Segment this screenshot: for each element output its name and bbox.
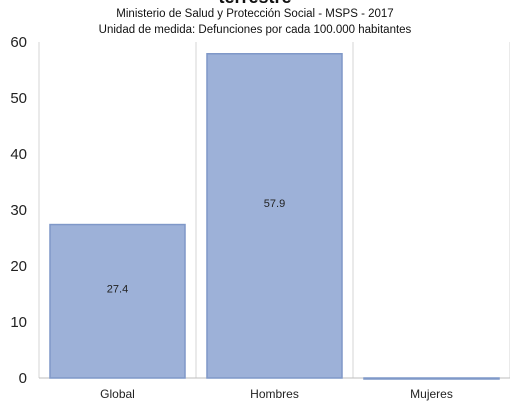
- bar-global: [49, 223, 186, 379]
- x-tick-label: Mujeres: [410, 387, 453, 401]
- y-tick-label: 40: [10, 146, 27, 163]
- y-tick-label: 0: [19, 370, 27, 387]
- y-tick-label: 30: [10, 202, 27, 219]
- y-tick-label: 10: [10, 314, 27, 331]
- data-label: 27.4: [107, 283, 128, 295]
- x-tick-label: Global: [100, 387, 135, 401]
- y-tick-label: 20: [10, 258, 27, 275]
- chart-title: terrestre: [0, 0, 510, 8]
- y-tick-label: 50: [10, 90, 27, 107]
- chart-subtitle-unit: Unidad de medida: Defunciones por cada 1…: [98, 24, 412, 36]
- data-label: 57.9: [264, 198, 285, 210]
- x-tick-label: Hombres: [250, 387, 299, 401]
- bar-hombres: [206, 53, 343, 379]
- bar-mujeres: [363, 377, 500, 380]
- y-tick-label: 60: [10, 34, 27, 51]
- chart-subtitle-source: Ministerio de Salud y Protección Social …: [116, 8, 394, 20]
